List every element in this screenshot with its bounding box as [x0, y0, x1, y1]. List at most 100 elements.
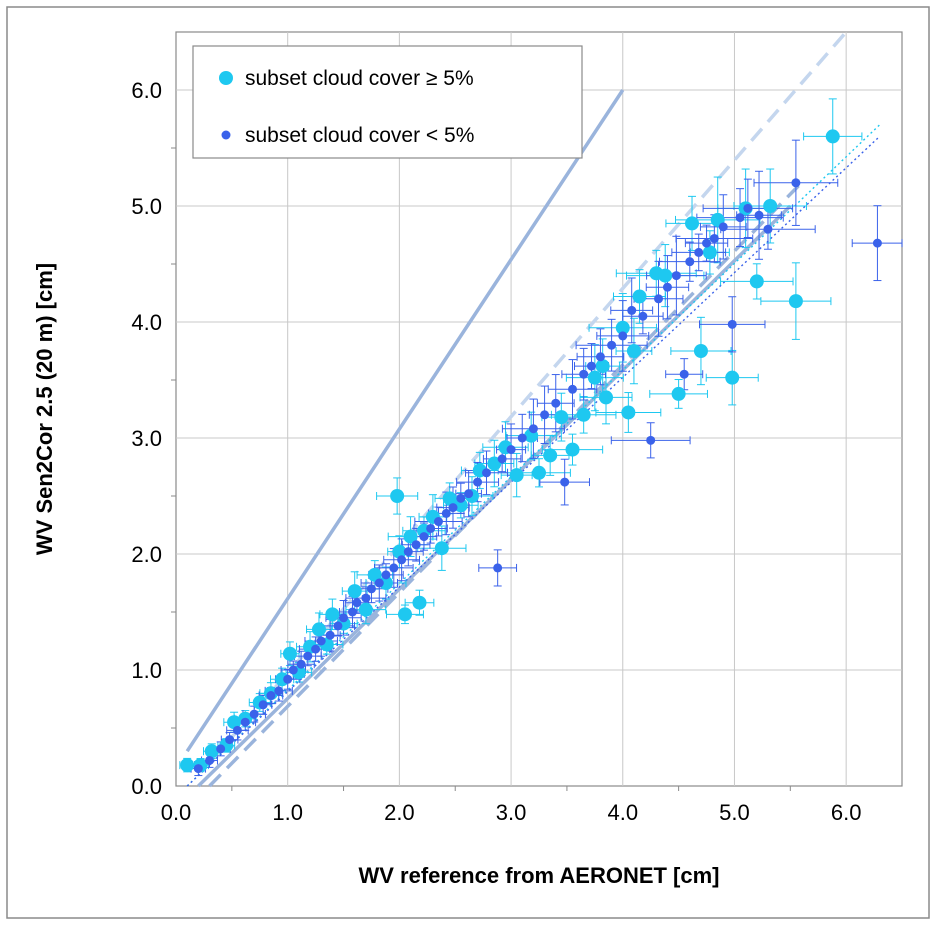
data-point-cloud-high	[626, 344, 641, 358]
data-point-cloud-low	[528, 424, 538, 434]
x-tick-label: 4.0	[607, 800, 638, 825]
data-point-cloud-high	[615, 320, 630, 335]
data-point-cloud-low	[735, 213, 745, 223]
data-point-cloud-low	[333, 621, 343, 631]
data-point-cloud-high	[358, 602, 373, 617]
data-point-cloud-high	[204, 744, 219, 759]
data-point-cloud-high	[434, 541, 449, 556]
data-point-cloud-low	[702, 238, 712, 248]
legend: subset cloud cover ≥ 5% subset cloud cov…	[192, 45, 583, 159]
data-point-cloud-low	[403, 547, 413, 557]
data-point-cloud-low	[709, 233, 719, 243]
data-point-cloud-low	[361, 593, 371, 603]
data-point-cloud-high	[412, 595, 427, 610]
data-point-cloud-high	[595, 359, 610, 374]
data-point-cloud-low	[595, 352, 605, 362]
data-point-cloud-high	[576, 407, 591, 422]
data-point-cloud-low	[339, 613, 349, 623]
data-point-cloud-high	[392, 544, 407, 559]
data-point-cloud-high	[378, 576, 393, 590]
data-point-cloud-low	[311, 644, 321, 654]
data-point-cloud-high	[749, 274, 764, 289]
data-point-cloud-high	[311, 622, 326, 637]
data-point-cloud-high	[632, 289, 647, 304]
legend-label-cloud-high: subset cloud cover ≥ 5%	[245, 67, 474, 90]
reference-line-solid	[185, 89, 625, 753]
data-point-cloud-low	[506, 445, 516, 455]
data-point-cloud-low	[671, 271, 681, 281]
data-point-cloud-high	[227, 715, 242, 730]
data-point-cloud-low	[288, 665, 298, 675]
data-points	[180, 129, 882, 774]
data-point-cloud-low	[216, 744, 226, 754]
data-point-cloud-high	[763, 199, 778, 213]
data-point-cloud-low	[763, 224, 773, 234]
data-point-cloud-low	[654, 294, 664, 304]
data-point-cloud-high	[390, 489, 405, 503]
tick-labels: 0.0 1.0 2.0 3.0 4.0 5.0 6.0 0.0 1.0 2.0 3.0 4.0 5.0 6…	[131, 78, 861, 825]
data-point-cloud-high	[442, 491, 457, 506]
reference-line-dotted	[186, 135, 881, 787]
data-point-cloud-low	[551, 398, 561, 408]
data-point-cloud-low	[568, 384, 578, 394]
data-point-cloud-high	[702, 245, 717, 260]
data-point-cloud-high	[397, 607, 412, 622]
data-point-cloud-low	[791, 178, 801, 188]
data-point-cloud-low	[347, 607, 357, 617]
x-tick-label: 1.0	[272, 800, 303, 825]
legend-box	[192, 45, 583, 159]
data-point-cloud-low	[662, 282, 672, 292]
data-point-cloud-low	[464, 489, 474, 499]
data-point-cloud-low	[325, 630, 335, 640]
data-point-cloud-low	[232, 725, 242, 735]
data-point-cloud-low	[411, 540, 421, 550]
data-point-cloud-low	[718, 222, 728, 232]
data-point-cloud-low	[397, 555, 407, 565]
legend-marker-cloud-low	[221, 130, 231, 140]
data-point-cloud-high	[554, 410, 569, 425]
data-point-cloud-low	[727, 319, 737, 329]
data-point-cloud-low	[540, 410, 550, 420]
data-point-cloud-high	[180, 758, 195, 773]
data-point-cloud-low	[618, 331, 628, 341]
y-tick-label: 5.0	[131, 194, 162, 219]
data-point-cloud-low	[258, 700, 268, 710]
data-point-cloud-high	[825, 129, 840, 144]
x-tick-label: 6.0	[831, 800, 862, 825]
data-point-cloud-low	[685, 257, 695, 267]
data-point-cloud-low	[638, 311, 648, 321]
data-point-cloud-low	[579, 369, 589, 379]
legend-marker-cloud-high	[219, 71, 233, 85]
data-point-cloud-high	[587, 370, 602, 385]
data-point-cloud-high	[599, 390, 614, 405]
data-point-cloud-low	[586, 361, 596, 371]
data-point-cloud-low	[374, 578, 384, 588]
y-axis-title: WV Sen2Cor 2.5 (20 m) [cm]	[32, 263, 57, 555]
data-point-cloud-low	[419, 532, 429, 542]
data-point-cloud-low	[266, 691, 276, 701]
y-tick-label: 1.0	[131, 658, 162, 683]
data-point-cloud-high	[788, 294, 803, 309]
data-point-cloud-low	[366, 584, 376, 594]
x-tick-label: 0.0	[161, 800, 192, 825]
data-point-cloud-low	[560, 477, 570, 487]
data-point-cloud-high	[403, 529, 418, 544]
data-point-cloud-high	[325, 607, 340, 622]
data-point-cloud-low	[679, 369, 689, 379]
data-point-cloud-low	[296, 659, 306, 669]
data-point-cloud-low	[433, 517, 443, 527]
reference-line-dashed	[208, 181, 803, 788]
data-point-cloud-low	[448, 503, 458, 513]
data-point-cloud-high	[693, 344, 708, 358]
data-point-cloud-high	[658, 268, 673, 283]
data-point-cloud-low	[497, 454, 507, 464]
data-point-cloud-low	[316, 636, 326, 646]
x-tick-label: 2.0	[384, 800, 415, 825]
data-point-cloud-high	[685, 216, 700, 231]
data-point-cloud-low	[754, 210, 764, 220]
minor-ticks	[171, 147, 791, 791]
data-point-cloud-high	[621, 405, 636, 420]
data-point-cloud-high	[367, 567, 382, 582]
